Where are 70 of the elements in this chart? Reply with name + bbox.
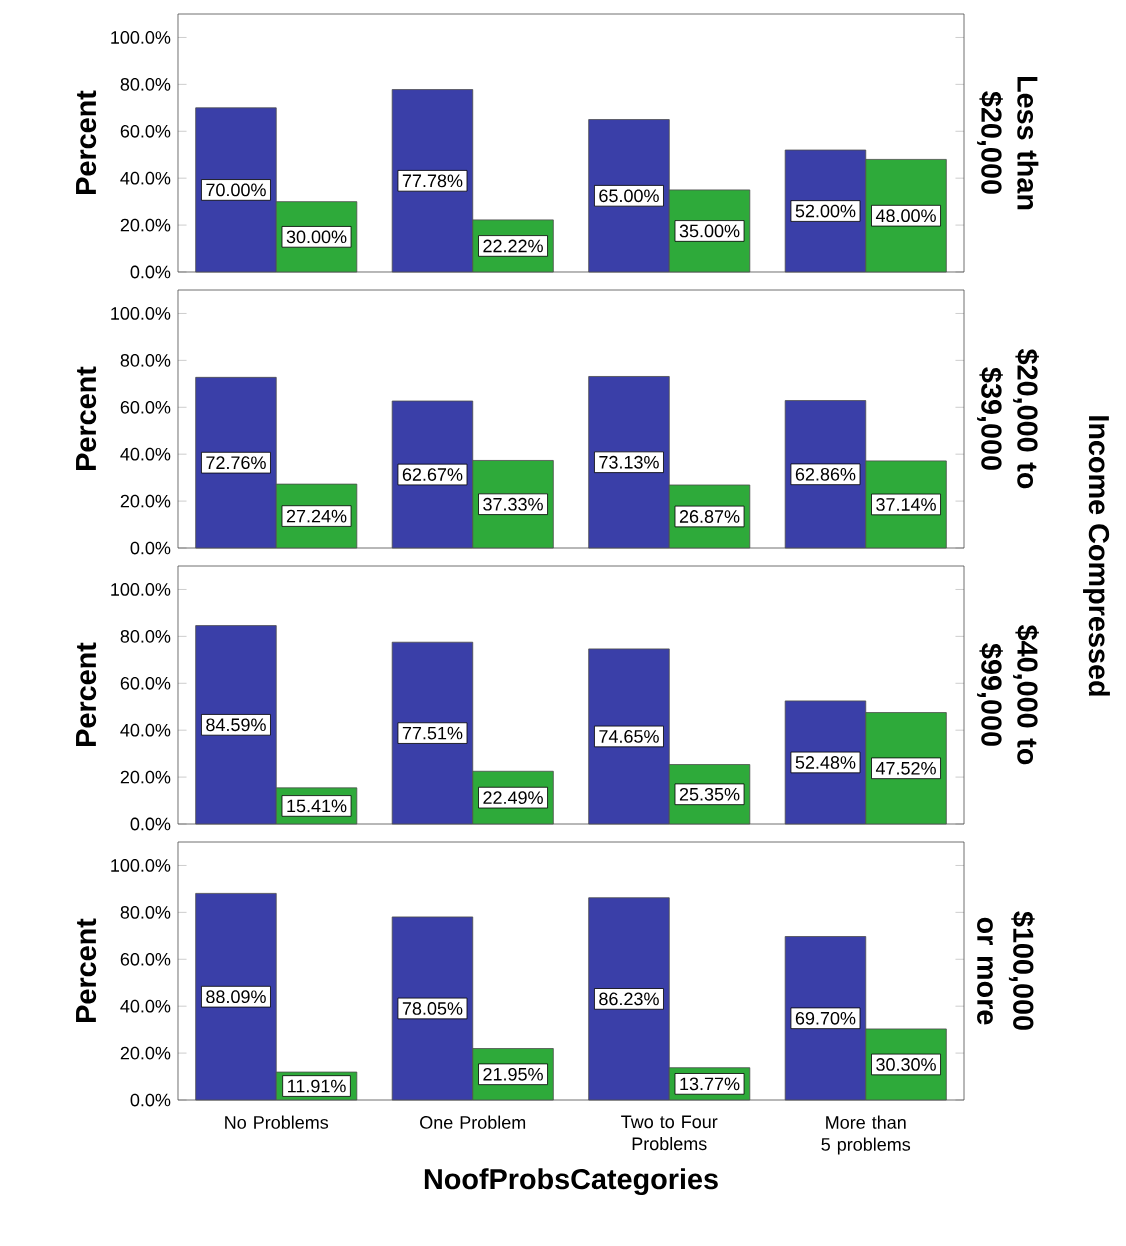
y-tick-label: 40.0% — [120, 447, 171, 461]
y-axis-title: Percent — [76, 918, 97, 1022]
y-axis-title: Percent — [76, 642, 97, 746]
y-axis-title: Percent — [76, 90, 97, 194]
text: $20,000 to $39,000 — [977, 348, 1039, 489]
x-tick-label: Two to Four Problems — [621, 1115, 718, 1151]
data-label: 25.35% — [679, 787, 740, 801]
data-label: 11.91% — [288, 1079, 346, 1093]
data-label: 22.22% — [483, 239, 543, 253]
y-tick-label: 100.0% — [111, 859, 171, 872]
y-tick-label: 100.0% — [111, 307, 171, 320]
x-tick-label: No Problems — [225, 1115, 329, 1129]
y-tick-label: 0.0% — [130, 817, 171, 831]
y-tick-label: 80.0% — [120, 353, 171, 367]
x-axis-title: NoofProbsCategories — [424, 1168, 718, 1196]
data-label: 26.87% — [679, 510, 740, 523]
y-tick-label: 0.0% — [130, 541, 171, 555]
y-tick-label: 60.0% — [120, 952, 171, 966]
data-label: 48.00% — [875, 209, 936, 223]
y-tick-label: 40.0% — [120, 999, 171, 1013]
data-label: 84.59% — [206, 718, 266, 732]
data-label: 30.00% — [286, 230, 347, 244]
y-tick-label: 40.0% — [120, 723, 171, 737]
data-label: 78.05% — [402, 1002, 463, 1015]
data-label: 22.49% — [483, 791, 543, 805]
data-label: 65.00% — [599, 189, 659, 203]
y-tick-label: 0.0% — [130, 1093, 171, 1107]
data-label: 86.23% — [599, 992, 659, 1006]
y-tick-label: 60.0% — [120, 676, 171, 690]
y-tick-label: 60.0% — [120, 400, 171, 414]
text: Income Compressed — [1083, 416, 1110, 696]
y-tick-label: 40.0% — [120, 171, 171, 185]
y-tick-label: 100.0% — [111, 31, 171, 44]
y-tick-label: 20.0% — [120, 494, 171, 508]
y-tick-label: 20.0% — [120, 218, 171, 232]
data-label: 74.65% — [599, 730, 659, 743]
data-label: 77.51% — [402, 726, 463, 740]
text: Less than $20,000 — [977, 76, 1039, 210]
y-tick-label: 60.0% — [120, 124, 171, 138]
text: $40,000 to $99,000 — [977, 624, 1039, 765]
y-tick-label: 20.0% — [120, 1046, 171, 1060]
data-label: 13.77% — [680, 1077, 740, 1091]
data-label: 70.00% — [206, 183, 266, 197]
data-label: 77.78% — [402, 174, 463, 188]
data-label: 37.14% — [876, 498, 936, 511]
y-tick-label: 0.0% — [130, 265, 171, 279]
data-label: 72.76% — [206, 456, 266, 470]
y-axis-title: Percent — [76, 366, 97, 470]
x-tick-label: More than 5 problems — [821, 1115, 911, 1155]
data-label: 37.33% — [483, 497, 543, 511]
x-tick-label: One Problem — [420, 1115, 526, 1129]
data-label: 35.00% — [679, 224, 740, 238]
y-tick-label: 80.0% — [120, 77, 171, 91]
y-tick-label: 100.0% — [111, 583, 171, 596]
data-label: 88.09% — [206, 990, 266, 1004]
data-label: 73.13% — [599, 455, 659, 469]
data-label: 27.24% — [286, 509, 347, 523]
data-label: 21.95% — [483, 1067, 543, 1081]
data-label: 69.70% — [795, 1011, 856, 1025]
data-label: 52.48% — [795, 756, 856, 769]
data-label: 47.52% — [875, 761, 936, 775]
data-label: 15.41% — [287, 799, 347, 813]
y-tick-label: 20.0% — [120, 770, 171, 784]
y-tick-label: 80.0% — [120, 629, 171, 643]
y-tick-label: 80.0% — [120, 905, 171, 919]
text: $100,000 or more — [977, 911, 1035, 1030]
data-label: 62.67% — [402, 468, 463, 481]
data-label: 52.00% — [795, 204, 856, 218]
data-label: 62.86% — [795, 467, 856, 481]
data-label: 30.30% — [876, 1058, 936, 1071]
